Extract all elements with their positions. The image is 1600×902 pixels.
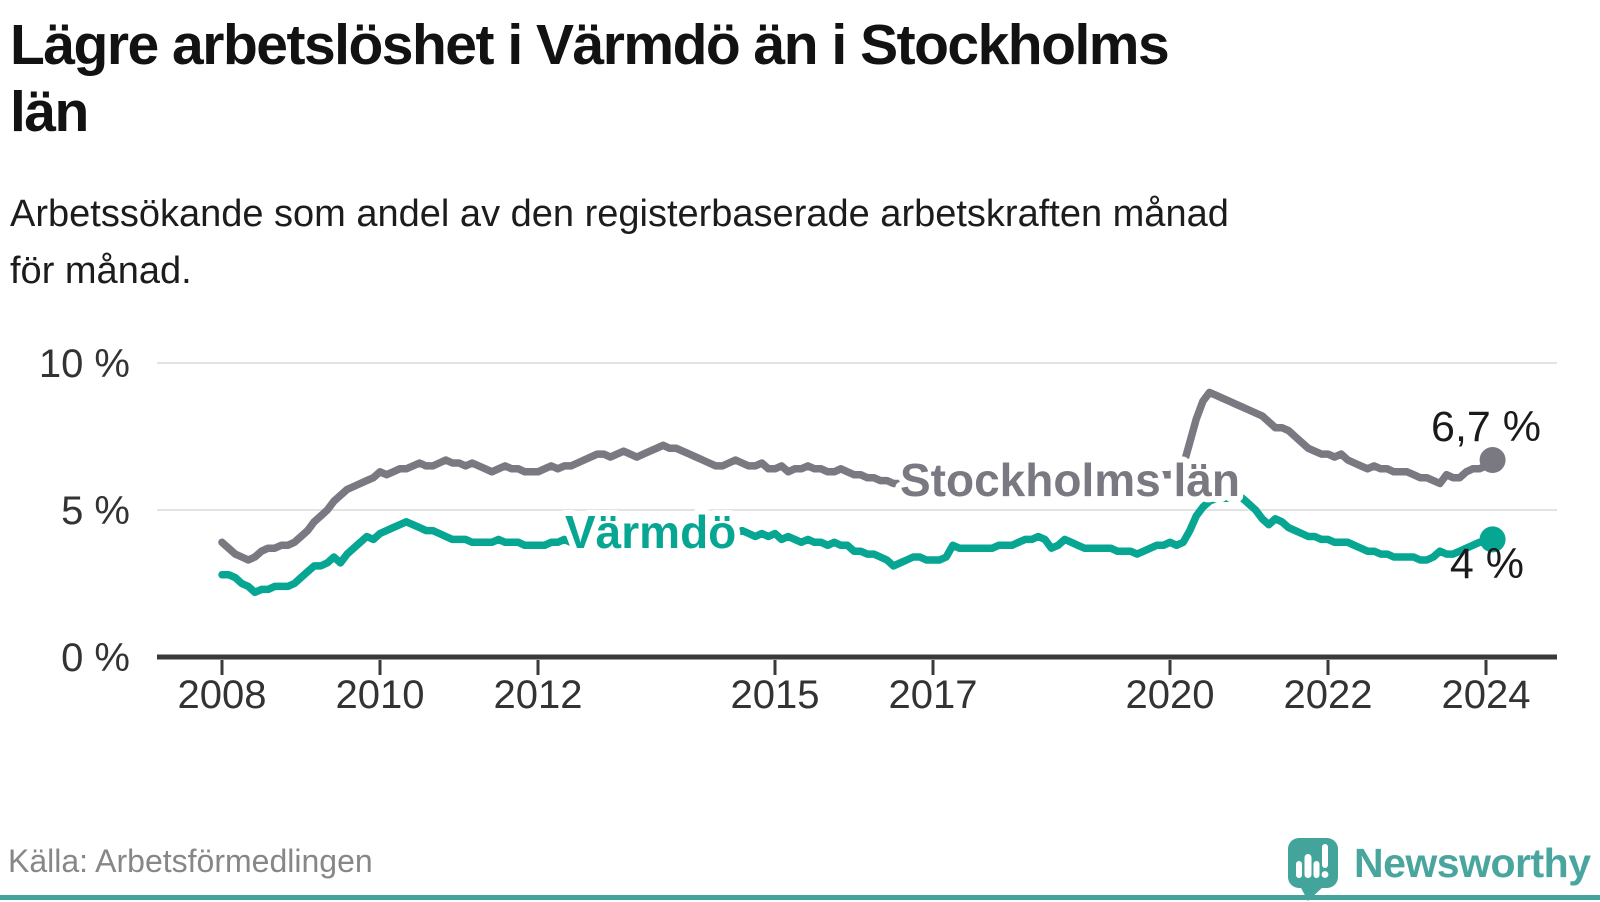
- speech-bubble-chart-icon: [1288, 838, 1338, 901]
- chart-subtitle-line-1: Arbetssökande som andel av den registerb…: [10, 193, 1229, 235]
- series-label-varmdo: Värmdö: [565, 506, 736, 558]
- chart-subtitle: Arbetssökande som andel av den registerb…: [10, 186, 1570, 300]
- chart-title: Lägre arbetslöshet i Värmdö än i Stockho…: [10, 12, 1570, 147]
- x-tick-label-2022: 2022: [1284, 673, 1373, 717]
- series-line-stockholms-lan: [218, 388, 1497, 564]
- newsworthy-wordmark: Newsworthy: [1354, 840, 1591, 886]
- x-tick-label-2020: 2020: [1126, 673, 1215, 717]
- end-dot-varmdo: [1479, 526, 1506, 553]
- newsworthy-logo: Newsworthy: [1288, 838, 1592, 901]
- end-value-label-stockholms-lan: 6,7 %: [1431, 403, 1541, 451]
- series-label-stockholms-lan: Stockholms län: [900, 454, 1240, 506]
- bottom-accent-bar: [0, 895, 1600, 900]
- x-tick-label-2008: 2008: [178, 673, 267, 717]
- chart-subtitle-line-2: för månad.: [10, 250, 192, 292]
- series-line-varmdo: [218, 491, 1497, 597]
- x-tick-label-2024: 2024: [1442, 673, 1531, 717]
- y-tick-label-0: 0 %: [61, 636, 130, 680]
- y-tick-label-10: 10 %: [39, 342, 130, 386]
- source-note: Källa: Arbetsförmedlingen: [8, 843, 373, 879]
- x-tick-label-2012: 2012: [494, 673, 583, 717]
- y-tick-label-5: 5 %: [61, 489, 130, 533]
- x-tick-label-2017: 2017: [889, 673, 978, 717]
- end-dot-stockholms-lan: [1479, 447, 1506, 474]
- x-tick-label-2010: 2010: [336, 673, 425, 717]
- chart-title-line-1: Lägre arbetslöshet i Värmdö än i Stockho…: [10, 13, 1170, 77]
- x-tick-label-2015: 2015: [731, 673, 820, 717]
- end-value-label-varmdo: 4 %: [1450, 540, 1524, 588]
- chart-title-line-2: län: [10, 80, 89, 145]
